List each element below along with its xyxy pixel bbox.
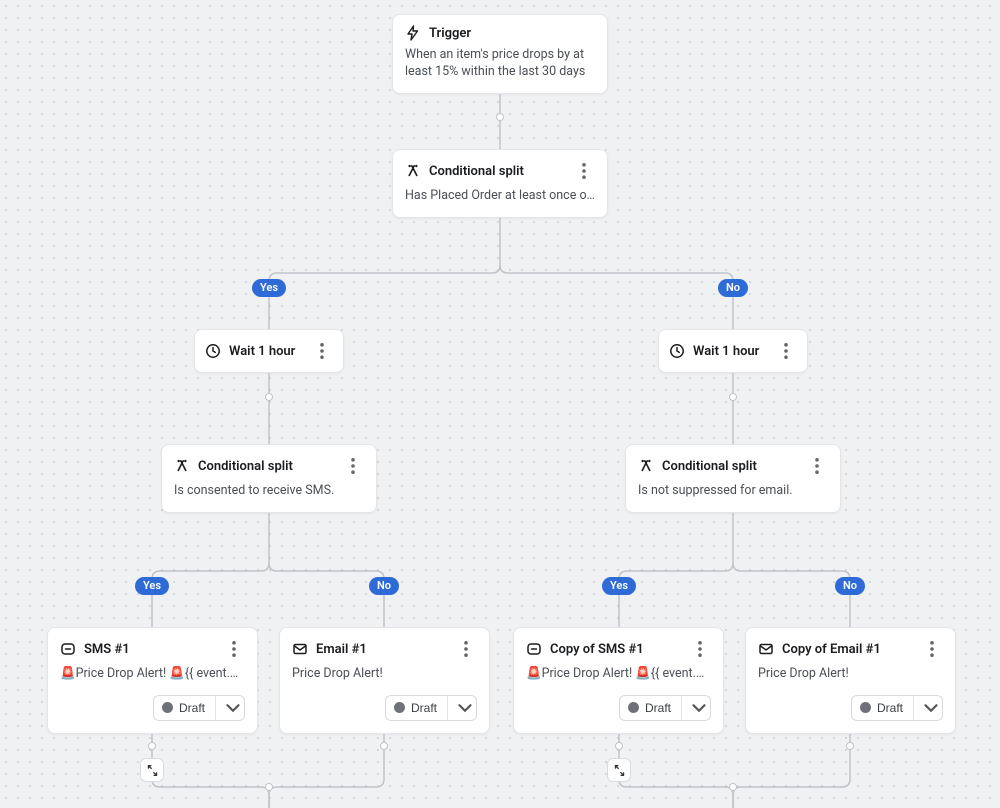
node-body: Is not suppressed for email. — [626, 483, 840, 512]
recycle-icon[interactable] — [607, 758, 631, 782]
chevron-down-icon — [920, 697, 942, 719]
badge-no: No — [718, 279, 748, 297]
node-body: Has Placed Order at least once over all … — [393, 188, 607, 217]
split-icon — [638, 458, 654, 474]
more-menu-icon[interactable] — [311, 340, 333, 362]
chevron-down-icon — [454, 697, 476, 719]
node-title: Email #1 — [316, 642, 447, 657]
node-title: Conditional split — [429, 164, 565, 179]
node-body: 🚨Price Drop Alert! 🚨{{ event.product_n… — [514, 666, 723, 695]
status-dropdown[interactable]: Draft — [385, 695, 477, 721]
status-label: Draft — [179, 701, 205, 715]
status-dot-icon — [628, 702, 639, 713]
split-icon — [174, 458, 190, 474]
clock-icon — [669, 343, 685, 359]
sms-icon — [60, 641, 76, 657]
status-label: Draft — [877, 701, 903, 715]
more-menu-icon[interactable] — [921, 638, 943, 660]
node-title: Copy of Email #1 — [782, 642, 913, 657]
node-body: 🚨Price Drop Alert! 🚨{{ event.product_n… — [48, 666, 257, 695]
node-title: SMS #1 — [84, 642, 215, 657]
node-email[interactable]: Copy of Email #1 Price Drop Alert! Draft — [745, 627, 956, 734]
recycle-icon[interactable] — [140, 758, 164, 782]
node-conditional-split[interactable]: Conditional split Is consented to receiv… — [161, 444, 377, 513]
more-menu-icon[interactable] — [573, 160, 595, 182]
status-label: Draft — [645, 701, 671, 715]
more-menu-icon[interactable] — [806, 455, 828, 477]
chevron-down-icon — [688, 697, 710, 719]
status-dot-icon — [860, 702, 871, 713]
split-icon — [405, 163, 421, 179]
node-title: Wait 1 hour — [229, 344, 303, 359]
status-dot-icon — [162, 702, 173, 713]
node-email[interactable]: Email #1 Price Drop Alert! Draft — [279, 627, 490, 734]
node-conditional-split[interactable]: Conditional split Is not suppressed for … — [625, 444, 841, 513]
badge-yes: Yes — [252, 279, 286, 297]
node-body: Is consented to receive SMS. — [162, 483, 376, 512]
bolt-icon — [405, 25, 421, 41]
node-body: Price Drop Alert! — [280, 666, 489, 695]
mail-icon — [292, 641, 308, 657]
node-wait[interactable]: Wait 1 hour — [194, 329, 344, 373]
clock-icon — [205, 343, 221, 359]
sms-icon — [526, 641, 542, 657]
more-menu-icon[interactable] — [775, 340, 797, 362]
node-title: Wait 1 hour — [693, 344, 767, 359]
status-dropdown[interactable]: Draft — [619, 695, 711, 721]
node-title: Copy of SMS #1 — [550, 642, 681, 657]
more-menu-icon[interactable] — [689, 638, 711, 660]
node-title: Conditional split — [662, 459, 798, 474]
node-sms[interactable]: Copy of SMS #1 🚨Price Drop Alert! 🚨{{ ev… — [513, 627, 724, 734]
node-title: Trigger — [429, 26, 595, 41]
node-trigger[interactable]: Trigger When an item's price drops by at… — [392, 14, 608, 94]
more-menu-icon[interactable] — [223, 638, 245, 660]
node-title: Conditional split — [198, 459, 334, 474]
node-conditional-split[interactable]: Conditional split Has Placed Order at le… — [392, 149, 608, 218]
badge-no: No — [369, 577, 399, 595]
chevron-down-icon — [222, 697, 244, 719]
badge-yes: Yes — [135, 577, 169, 595]
status-dropdown[interactable]: Draft — [153, 695, 245, 721]
node-body: When an item's price drops by at least 1… — [393, 47, 607, 93]
more-menu-icon[interactable] — [455, 638, 477, 660]
node-wait[interactable]: Wait 1 hour — [658, 329, 808, 373]
mail-icon — [758, 641, 774, 657]
status-label: Draft — [411, 701, 437, 715]
badge-no: No — [835, 577, 865, 595]
node-sms[interactable]: SMS #1 🚨Price Drop Alert! 🚨{{ event.prod… — [47, 627, 258, 734]
status-dot-icon — [394, 702, 405, 713]
more-menu-icon[interactable] — [342, 455, 364, 477]
badge-yes: Yes — [602, 577, 636, 595]
node-body: Price Drop Alert! — [746, 666, 955, 695]
status-dropdown[interactable]: Draft — [851, 695, 943, 721]
